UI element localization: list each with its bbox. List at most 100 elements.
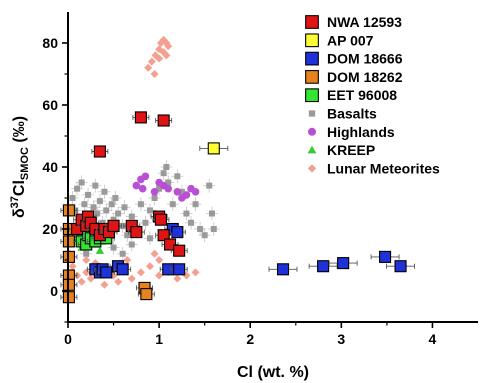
data-point-basalts — [108, 201, 115, 208]
x-tick-label: 3 — [337, 331, 345, 347]
legend-label: KREEP — [327, 142, 375, 158]
x-tick-label: 2 — [246, 331, 254, 347]
data-point-dom-18666 — [276, 263, 290, 276]
data-point-nwa-12593 — [134, 111, 147, 124]
legend-item-ap-007: AP 007 — [305, 32, 374, 48]
data-point-lunar-meteorites — [173, 274, 182, 283]
legend-item-eet-96008: EET 96008 — [305, 87, 397, 103]
data-point-highlands — [164, 184, 173, 193]
data-point-dom-18666 — [171, 226, 184, 239]
data-point-lunar-meteorites — [146, 262, 154, 271]
data-point-basalts — [137, 201, 144, 208]
data-point-lunar-meteorites — [77, 277, 86, 286]
legend-item-lunar-meteorites: Lunar Meteorites — [307, 160, 440, 176]
data-point-lunar-meteorites — [82, 256, 91, 264]
data-point-nwa-12593 — [154, 213, 167, 226]
data-point-basalts — [169, 201, 176, 208]
legend-label: DOM 18262 — [327, 69, 403, 85]
legend-marker — [305, 70, 319, 84]
data-point-ap-007 — [207, 142, 220, 155]
data-point-basalts — [160, 170, 167, 177]
data-point-highlands — [132, 181, 141, 190]
data-point-basalts — [210, 226, 217, 232]
legend-marker — [305, 88, 319, 103]
series-dom-18666 — [86, 222, 416, 279]
data-point-dom-18262 — [140, 288, 153, 301]
data-point-basalts — [128, 241, 135, 248]
y-tick-label: 0 — [50, 283, 58, 299]
y-tick-label: 20 — [42, 221, 58, 237]
legend-label: NWA 12593 — [327, 14, 402, 30]
data-point-basalts — [110, 244, 117, 251]
data-point-lunar-meteorites — [127, 274, 136, 283]
data-point-basalts — [147, 235, 153, 242]
data-point-lunar-meteorites — [155, 54, 164, 63]
data-point-dom-18666 — [394, 260, 407, 273]
data-point-lunar-meteorites — [147, 57, 156, 66]
data-point-dom-18666 — [379, 250, 392, 263]
data-point-basalts — [197, 226, 204, 232]
legend-label: EET 96008 — [327, 87, 397, 103]
x-tick-label: 4 — [429, 331, 437, 347]
data-point-lunar-meteorites — [155, 271, 164, 280]
legend-label: Basalts — [327, 106, 377, 122]
data-point-lunar-meteorites — [68, 262, 77, 271]
data-point-basalts — [121, 204, 128, 211]
data-point-basalts — [165, 179, 172, 186]
data-point-basalts — [85, 191, 92, 198]
data-point-basalts — [119, 250, 126, 257]
legend-marker — [308, 110, 316, 117]
y-tick-label: 60 — [42, 97, 58, 113]
legend-marker — [305, 15, 319, 29]
data-point-highlands — [182, 191, 191, 199]
data-point-lunar-meteorites — [144, 63, 153, 72]
data-point-basalts — [81, 201, 88, 208]
legend-label: DOM 18666 — [327, 51, 403, 67]
data-point-basalts — [90, 204, 97, 211]
series-nwa-12593 — [68, 111, 188, 257]
series-ap-007 — [199, 142, 229, 155]
data-point-lunar-meteorites — [123, 256, 132, 264]
data-point-basalts — [163, 164, 170, 170]
data-point-basalts — [115, 210, 122, 217]
data-point-highlands — [191, 188, 200, 196]
data-point-kreep — [95, 246, 105, 254]
y-axis-title-unit: (‰) — [11, 116, 28, 147]
y-axis-title-cl: Cl — [11, 180, 28, 196]
data-points — [60, 35, 416, 304]
data-point-basalts — [174, 173, 181, 180]
data-point-lunar-meteorites — [82, 268, 91, 277]
data-point-basalts — [74, 185, 81, 192]
data-point-lunar-meteorites — [114, 277, 123, 286]
data-point-lunar-meteorites — [150, 70, 159, 78]
y-tick-label: 40 — [42, 159, 58, 175]
data-point-basalts — [142, 219, 149, 226]
data-point-nwa-12593 — [107, 219, 120, 232]
data-point-basalts — [94, 210, 101, 217]
data-point-basalts — [151, 195, 158, 201]
data-point-highlands — [141, 172, 150, 181]
data-point-basalts — [101, 188, 108, 195]
data-point-lunar-meteorites — [86, 274, 95, 283]
data-point-basalts — [78, 179, 85, 186]
x-tick-label: 0 — [64, 331, 72, 347]
data-point-dom-18666 — [100, 266, 113, 279]
data-point-basalts — [99, 219, 106, 226]
data-point-lunar-meteorites — [162, 51, 171, 60]
data-point-basalts — [208, 210, 215, 217]
data-point-basalts — [178, 188, 185, 195]
data-point-lunar-meteorites — [150, 249, 159, 258]
legend-item-nwa-12593: NWA 12593 — [305, 14, 402, 30]
data-point-basalts — [128, 213, 135, 220]
legend-label: AP 007 — [327, 32, 374, 48]
data-point-dom-18666 — [317, 260, 330, 273]
legend-item-dom-18666: DOM 18666 — [305, 51, 403, 67]
data-point-basalts — [83, 250, 90, 257]
data-point-dom-18666 — [173, 263, 186, 276]
data-point-basalts — [147, 207, 153, 214]
data-point-basalts — [206, 182, 213, 189]
data-point-basalts — [183, 210, 190, 217]
data-point-basalts — [192, 201, 199, 208]
